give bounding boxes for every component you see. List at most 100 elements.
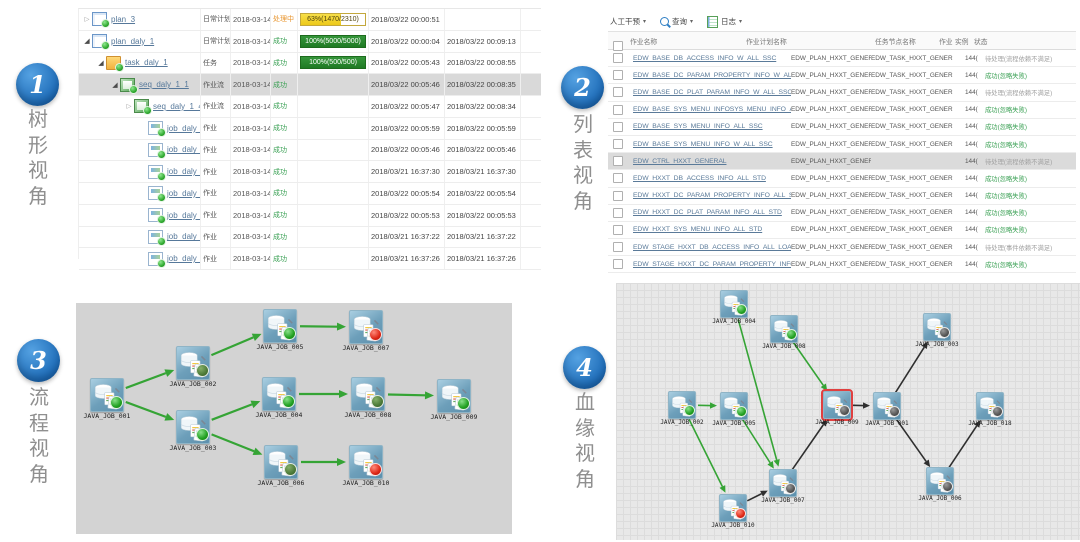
tree-node-link[interactable]: job_daly_1_2 bbox=[167, 167, 201, 177]
column-header-job[interactable]: 作业 bbox=[939, 38, 953, 46]
row-checkbox[interactable] bbox=[613, 70, 623, 81]
graph-node-java_job_002[interactable] bbox=[668, 391, 696, 419]
tree-node-link[interactable]: seq_daly_1_4 bbox=[153, 101, 201, 111]
tree-node-link[interactable]: plan_daly_1 bbox=[111, 36, 155, 46]
job-name-link[interactable]: EDW_BASE_DC_PARAM_PROPERTY_INFO_W_ALL_SS… bbox=[633, 71, 791, 79]
tree-table-row[interactable]: ▷ seq_daly_1_4 作业流 2018-03-14 成功 2018/03/22 0… bbox=[79, 96, 541, 118]
graph-node-java_job_006[interactable] bbox=[264, 445, 298, 479]
caret-expanded-icon[interactable]: ◢ bbox=[112, 81, 118, 89]
list-table-row[interactable]: EDW_HXXT_DB_ACCESS_INFO_ALL_STD EDW_PLAN_… bbox=[608, 170, 1076, 188]
graph-node-java_job_009[interactable] bbox=[437, 379, 471, 413]
caret-expanded-icon[interactable]: ◢ bbox=[84, 38, 90, 46]
row-checkbox[interactable] bbox=[613, 139, 623, 150]
row-checkbox[interactable] bbox=[613, 104, 623, 115]
graph-node-java_job_009[interactable] bbox=[821, 389, 853, 421]
list-table-row[interactable]: EDW_HXXT_SYS_MENU_INFO_ALL_STD EDW_PLAN_H… bbox=[608, 221, 1076, 240]
tree-node-link[interactable]: job_daly_1_4 bbox=[167, 210, 201, 220]
job-name-link[interactable]: EDW_BASE_SYS_MENU_INFO_W_ALL_SSC bbox=[633, 140, 773, 148]
row-checkbox[interactable] bbox=[613, 53, 623, 64]
row-checkbox[interactable] bbox=[613, 87, 623, 98]
row-checkbox[interactable] bbox=[613, 173, 623, 184]
search-button[interactable]: 查询 ▾ bbox=[660, 16, 693, 27]
list-table-row[interactable]: EDW_BASE_DB_ACCESS_INFO_W_ALL_SSC EDW_PLA… bbox=[608, 50, 1076, 68]
manual-intervention-button[interactable]: 人工干预 ▾ bbox=[610, 16, 646, 27]
row-checkbox[interactable] bbox=[613, 242, 623, 253]
caret-expanded-icon[interactable]: ◢ bbox=[98, 59, 104, 67]
column-header-plan-name[interactable]: 作业计划名称 bbox=[746, 38, 787, 46]
job-name-link[interactable]: EDW_BASE_DB_ACCESS_INFO_W_ALL_SSC bbox=[633, 54, 777, 62]
job-name-link[interactable]: EDW_BASE_SYS_MENU_INFOSYS_MENU_INFO_ALL_… bbox=[633, 106, 791, 114]
list-table-row[interactable]: EDW_BASE_DC_PLAT_PARAM_INFO_W_ALL_SSC EDW… bbox=[608, 84, 1076, 102]
status-cell: 成功 bbox=[271, 204, 298, 226]
list-table-row[interactable]: EDW_BASE_SYS_MENU_INFO_W_ALL_SSC EDW_PLAN… bbox=[608, 135, 1076, 154]
column-header-instance[interactable]: 实例 bbox=[955, 38, 969, 46]
row-checkbox[interactable] bbox=[613, 156, 623, 167]
job-name-link[interactable]: EDW_BASE_SYS_MENU_INFO_ALL_SSC bbox=[633, 123, 763, 131]
graph-node-java_job_018[interactable] bbox=[976, 392, 1004, 420]
job-name-link[interactable]: EDW_STAGE_HXXT_DC_PARAM_PROPERTY_INFO_AL… bbox=[633, 260, 791, 268]
caret-collapsed-icon[interactable]: ▷ bbox=[126, 103, 132, 111]
job-name-link[interactable]: EDW_STAGE_HXXT_DB_ACCESS_INFO_ALL_LOAD bbox=[633, 243, 791, 251]
graph-node-java_job_004[interactable] bbox=[720, 290, 748, 318]
job-name-link[interactable]: EDW_HXXT_DB_ACCESS_INFO_ALL_STD bbox=[633, 174, 766, 182]
tree-node-link[interactable]: job_daly_1_6 bbox=[167, 254, 201, 264]
tree-table-row[interactable]: ◢ plan_daly_1 日常计划 2018-03-14 成功 100%(5000/50… bbox=[79, 30, 541, 53]
list-table-row[interactable]: EDW_STAGE_HXXT_DC_PARAM_PROPERTY_INFO_AL… bbox=[608, 256, 1076, 274]
tree-table-row[interactable]: ◢ seq_daly_1_1 作业流 2018-03-14 成功 2018/03/22 0… bbox=[79, 74, 541, 96]
tree-node-link[interactable]: job_daly_1_1 bbox=[167, 123, 201, 133]
job-name-link[interactable]: EDW_CTRL_HXXT_GENERAL bbox=[633, 157, 727, 165]
tree-node-link[interactable]: job_daly_1_3 bbox=[167, 188, 201, 198]
graph-node-java_job_007[interactable] bbox=[769, 469, 797, 497]
graph-node-java_job_001[interactable] bbox=[873, 392, 901, 420]
graph-node-java_job_006[interactable] bbox=[926, 467, 954, 495]
graph-node-java_job_008[interactable] bbox=[351, 377, 385, 411]
graph-node-java_job_004[interactable] bbox=[262, 377, 296, 411]
list-table-row[interactable]: EDW_HXXT_DC_PARAM_PROPERTY_INFO_ALL_STD E… bbox=[608, 187, 1076, 205]
graph-node-java_job_005[interactable] bbox=[263, 309, 297, 343]
row-checkbox[interactable] bbox=[613, 259, 623, 270]
tree-name-cell: job_daly_1_10 bbox=[79, 139, 201, 161]
tree-node-link[interactable]: seq_daly_1_1 bbox=[139, 80, 189, 90]
list-table-row[interactable]: EDW_HXXT_DC_PLAT_PARAM_INFO_ALL_STD EDW_P… bbox=[608, 204, 1076, 222]
job-name-link[interactable]: EDW_HXXT_DC_PARAM_PROPERTY_INFO_ALL_STD bbox=[633, 192, 791, 200]
tree-table-row[interactable]: ◢ task_daly_1 任务 2018-03-14 成功 100%(500/500) 2… bbox=[79, 52, 541, 75]
graph-node-java_job_008[interactable] bbox=[770, 315, 798, 343]
tree-node-link[interactable]: job_daly_1_10 bbox=[167, 145, 201, 155]
tree-table-row[interactable]: ▷ plan_3 日常计划 2018-03-14 处理中 63%(1470/2310) 20… bbox=[79, 9, 541, 31]
list-table-row[interactable]: EDW_CTRL_HXXT_GENERAL EDW_PLAN_HXXT_GENER… bbox=[608, 153, 1076, 171]
job-name-link[interactable]: EDW_BASE_DC_PLAT_PARAM_INFO_W_ALL_SSC bbox=[633, 88, 791, 96]
job-name-link[interactable]: EDW_HXXT_SYS_MENU_INFO_ALL_STD bbox=[633, 226, 763, 234]
graph-node-java_job_007[interactable] bbox=[349, 310, 383, 344]
list-table-row[interactable]: EDW_BASE_DC_PARAM_PROPERTY_INFO_W_ALL_SS… bbox=[608, 67, 1076, 85]
list-table-row[interactable]: EDW_BASE_SYS_MENU_INFOSYS_MENU_INFO_ALL_… bbox=[608, 101, 1076, 119]
column-header-job-name[interactable]: 作业名称 bbox=[630, 38, 658, 46]
log-button[interactable]: 日志 ▾ bbox=[707, 15, 742, 28]
graph-node-java_job_001[interactable] bbox=[90, 378, 124, 412]
list-table-row[interactable]: EDW_STAGE_HXXT_DB_ACCESS_INFO_ALL_LOAD ED… bbox=[608, 239, 1076, 257]
job-name-link[interactable]: EDW_HXXT_DC_PLAT_PARAM_INFO_ALL_STD bbox=[633, 209, 782, 217]
caret-collapsed-icon[interactable]: ▷ bbox=[84, 16, 90, 24]
column-header-task-node[interactable]: 任务节点名称 bbox=[875, 38, 916, 46]
row-checkbox[interactable] bbox=[613, 121, 623, 132]
column-header-status[interactable]: 状态 bbox=[974, 38, 988, 46]
tree-node-link[interactable]: job_daly_1_5 bbox=[167, 232, 201, 242]
graph-node-java_job_002[interactable] bbox=[176, 346, 210, 380]
tree-node-link[interactable]: plan_3 bbox=[111, 14, 136, 24]
graph-node-java_job_010[interactable] bbox=[719, 494, 747, 522]
graph-node-java_job_003[interactable] bbox=[923, 313, 951, 341]
row-checkbox[interactable] bbox=[613, 207, 623, 218]
graph-node-java_job_005[interactable] bbox=[720, 392, 748, 420]
tree-node-link[interactable]: task_daly_1 bbox=[125, 58, 168, 68]
list-table-row[interactable]: EDW_BASE_SYS_MENU_INFO_ALL_SSC EDW_PLAN_H… bbox=[608, 118, 1076, 136]
row-checkbox[interactable] bbox=[613, 224, 623, 235]
graph-node-java_job_003[interactable] bbox=[176, 410, 210, 444]
graph-node-java_job_010[interactable] bbox=[349, 445, 383, 479]
row-checkbox[interactable] bbox=[613, 190, 623, 201]
